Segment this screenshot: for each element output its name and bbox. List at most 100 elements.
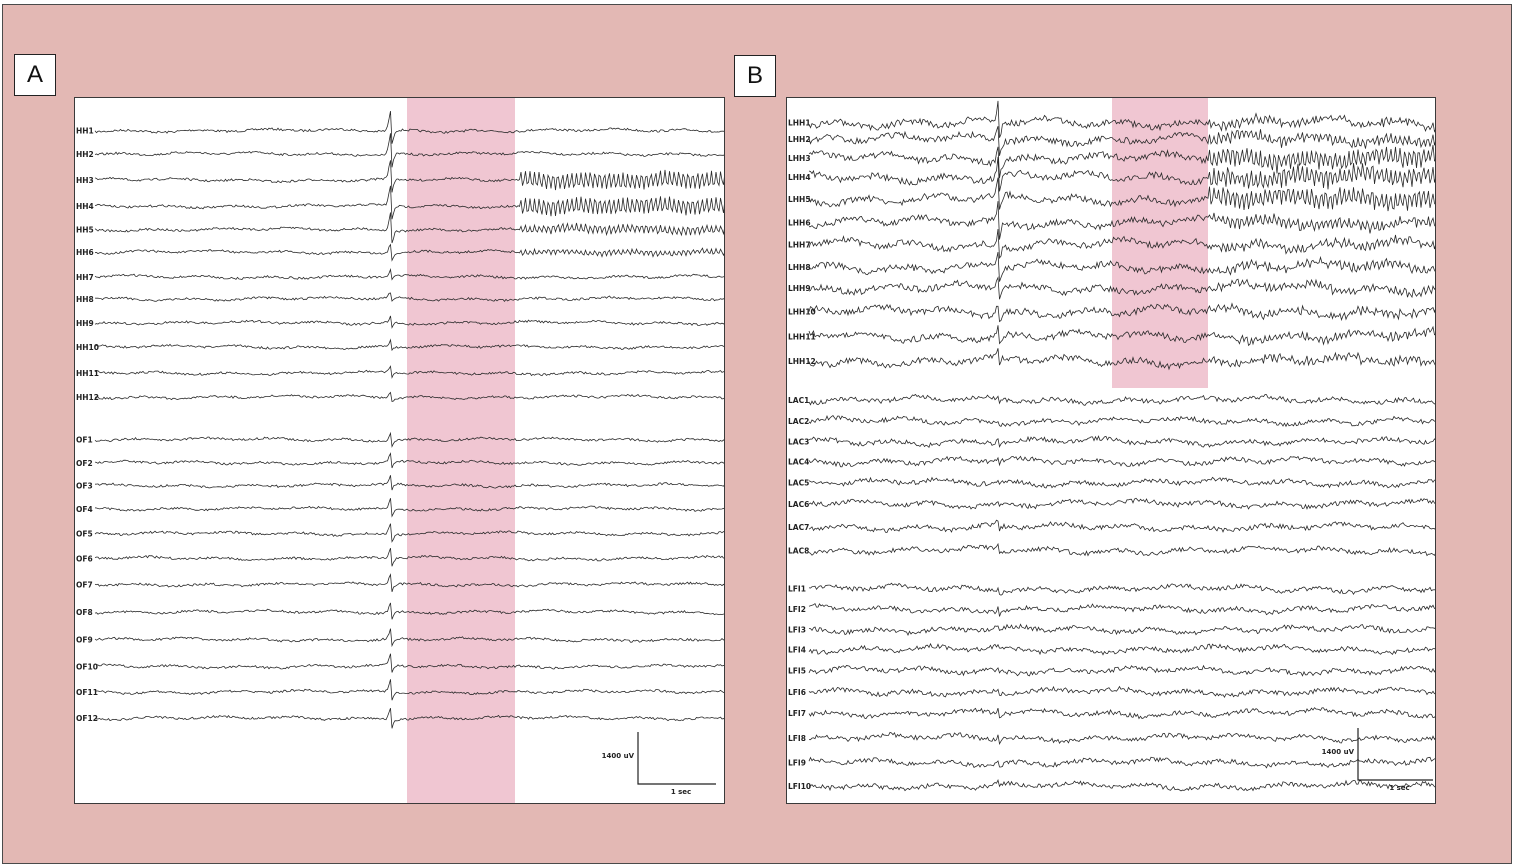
eeg-trace [808, 229, 1435, 259]
channel-label: OF6 [76, 554, 93, 563]
eeg-trace [808, 348, 1435, 371]
channel-label: HH6 [76, 248, 94, 257]
scale-amplitude-label: 1400 uV [602, 752, 635, 760]
eeg-trace [808, 756, 1435, 769]
eeg-trace [808, 100, 1435, 138]
eeg-trace [808, 252, 1435, 282]
channel-label: OF10 [76, 662, 98, 671]
eeg-trace [94, 338, 724, 352]
eeg-trace [94, 452, 724, 469]
channel-label: LHH3 [788, 154, 811, 163]
eeg-trace [808, 731, 1435, 745]
channel-label: HH9 [76, 319, 94, 328]
channel-label: LAC8 [788, 546, 809, 555]
channel-label: LFI5 [788, 667, 806, 676]
eeg-trace [94, 573, 724, 593]
channel-label: LHH11 [788, 332, 816, 341]
channel-label: OF2 [76, 459, 93, 468]
channel-label: OF12 [76, 714, 98, 723]
eeg-trace [94, 243, 724, 262]
eeg-trace [808, 707, 1435, 720]
eeg-trace [808, 542, 1435, 557]
highlight-region [1112, 98, 1208, 388]
eeg-trace [808, 476, 1435, 489]
eeg-trace [808, 779, 1435, 792]
channel-label: LHH6 [788, 218, 811, 227]
channel-label: LHH8 [788, 263, 811, 272]
panel-a-label: A [14, 54, 56, 96]
eeg-trace [808, 519, 1435, 533]
eeg-trace [94, 602, 724, 620]
eeg-trace [809, 201, 1435, 240]
eeg-traces-a: HH1 HH2 HH3 HH4 HH5 HH6 HH7 HH8 HH9 HH10 HH11 HH12 O… [76, 98, 724, 803]
channel-label: HH10 [76, 343, 99, 352]
channel-label: LFI4 [788, 645, 806, 654]
scale-bar [637, 732, 716, 785]
eeg-trace [808, 393, 1435, 406]
eeg-trace [94, 679, 724, 701]
eeg-trace [808, 685, 1435, 699]
channel-label: OF5 [76, 530, 93, 539]
eeg-trace [808, 415, 1435, 428]
eeg-panel-b: LHH1 LHH2 LHH3 LHH4 LHH5 LHH6 LHH7 LHH8 LHH9 LHH1… [786, 97, 1436, 804]
channel-label: LAC5 [788, 479, 809, 488]
channel-label: LAC1 [788, 396, 809, 405]
eeg-trace [808, 642, 1435, 656]
channel-label: LFI1 [788, 585, 806, 594]
eeg-trace [94, 292, 724, 303]
channel-label: HH11 [76, 369, 99, 378]
channel-label: LHH5 [788, 195, 811, 204]
channel-label: LHH4 [788, 173, 811, 182]
channel-label: LAC6 [788, 500, 809, 509]
eeg-trace [808, 582, 1435, 596]
eeg-trace [808, 602, 1435, 617]
eeg-trace [94, 212, 724, 244]
channel-label: LFI2 [788, 605, 806, 614]
eeg-trace [808, 126, 1435, 156]
eeg-trace [94, 431, 724, 448]
channel-label: LFI6 [788, 688, 806, 697]
channel-label: HH4 [76, 202, 94, 211]
channel-label: OF9 [76, 636, 93, 645]
eeg-trace [94, 628, 724, 648]
eeg-trace [808, 497, 1435, 510]
channel-label: LAC7 [788, 523, 809, 532]
scale-time-label: 1 sec [1389, 784, 1409, 792]
eeg-trace [808, 455, 1435, 468]
channel-label: LFI9 [788, 759, 806, 768]
eeg-trace [808, 144, 1435, 179]
channel-label: HH2 [76, 150, 94, 159]
eeg-panel-a: HH1 HH2 HH3 HH4 HH5 HH6 HH7 HH8 HH9 HH10 HH11 HH12 O… [74, 97, 725, 804]
channel-label: HH1 [76, 127, 94, 136]
channel-label: HH7 [76, 273, 94, 282]
eeg-trace [808, 177, 1435, 212]
eeg-trace [94, 133, 724, 168]
eeg-trace [808, 156, 1435, 192]
eeg-traces-b: LHH1 LHH2 LHH3 LHH4 LHH5 LHH6 LHH7 LHH8 LHH9 LHH1… [788, 98, 1435, 792]
eeg-trace [94, 391, 724, 403]
eeg-trace [94, 707, 724, 729]
eeg-trace [808, 435, 1435, 449]
channel-label: OF1 [76, 435, 93, 444]
channel-label: OF11 [76, 688, 98, 697]
channel-label: LFI10 [788, 782, 811, 791]
eeg-trace [94, 267, 724, 281]
channel-label: HH8 [76, 295, 94, 304]
channel-label: LFI7 [788, 709, 806, 718]
panel-b-label: B [734, 55, 776, 97]
eeg-trace [94, 653, 724, 673]
eeg-trace [94, 160, 724, 193]
channel-label: OF8 [76, 608, 93, 617]
channel-label: LHH12 [788, 357, 816, 366]
channel-label: HH5 [76, 226, 94, 235]
channel-label: HH12 [76, 393, 99, 402]
eeg-trace [94, 315, 724, 329]
eeg-trace [808, 664, 1435, 677]
eeg-trace [94, 111, 724, 144]
channel-label: OF3 [76, 481, 93, 490]
eeg-trace [808, 276, 1435, 300]
channel-label: LHH9 [788, 284, 811, 293]
scale-amplitude-label: 1400 uV [1322, 748, 1355, 756]
scale-bar [1357, 728, 1433, 781]
channel-label: LFI3 [788, 626, 806, 635]
